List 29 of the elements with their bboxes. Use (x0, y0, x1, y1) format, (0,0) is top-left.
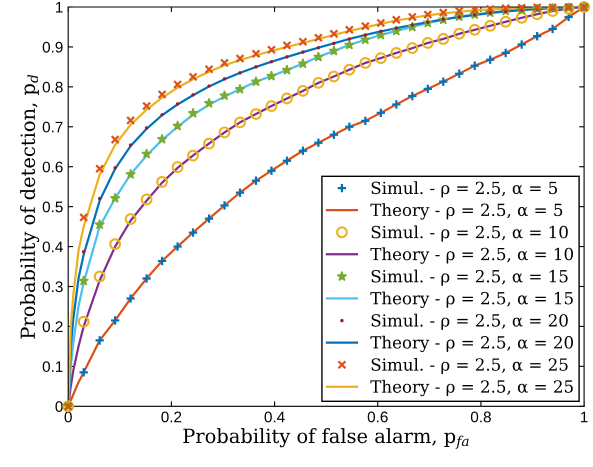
legend-label: Theory - ρ = 2.5, α = 25 (370, 380, 573, 396)
y-tick-label: 0.1 (42, 361, 63, 372)
legend-label: Simul. - ρ = 2.5, α = 20 (372, 314, 568, 330)
legend-label: Simul. - ρ = 2.5, α = 25 (372, 358, 568, 374)
legend-label: Theory - ρ = 2.5, α = 10 (370, 247, 573, 264)
y-tick-label: 0.7 (42, 122, 63, 132)
legend-label: Theory - ρ = 2.5, α = 15 (370, 292, 573, 308)
legend-label: Theory - ρ = 2.5, α = 5 (370, 203, 562, 220)
y-tick-label: 0.2 (42, 321, 63, 332)
y-tick-label: 0.5 (42, 202, 63, 212)
legend-label: Theory - ρ = 2.5, α = 20 (370, 336, 573, 352)
legend-label: Simul. - ρ = 2.5, α = 15 (372, 270, 568, 286)
y-tick-label: 0 (55, 401, 63, 412)
y-tick-label: 0.3 (42, 281, 63, 292)
x-tick-label: 0.6 (368, 412, 388, 422)
x-axis-title: Probability of false alarm, p$_{fa}$ (183, 428, 469, 449)
legend-label: Simul. - ρ = 2.5, α = 10 (372, 225, 568, 242)
x-tick-label: 1 (581, 412, 588, 422)
y-tick-label: 0.9 (42, 42, 63, 53)
y-axis-title: Probability of detection, p$_{d}$ (20, 74, 40, 339)
x-tick-label: 0.2 (161, 412, 182, 422)
y-tick-label: 0.4 (42, 241, 63, 252)
x-tick-label: 0.8 (470, 412, 491, 422)
x-tick-label: 0.4 (264, 412, 285, 422)
y-tick-label: 1 (56, 2, 63, 13)
x-tick-label: 0 (64, 412, 72, 422)
legend-label: Simul. - ρ = 2.5, α = 5 (372, 181, 557, 198)
y-tick-label: 0.6 (42, 162, 63, 172)
y-tick-label: 0.8 (42, 82, 63, 93)
